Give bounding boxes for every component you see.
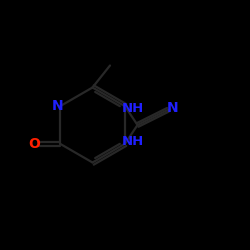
Text: NH: NH <box>121 102 144 114</box>
Text: N: N <box>167 100 178 114</box>
Text: O: O <box>28 137 40 151</box>
Text: N: N <box>52 99 64 113</box>
Text: NH: NH <box>121 136 144 148</box>
